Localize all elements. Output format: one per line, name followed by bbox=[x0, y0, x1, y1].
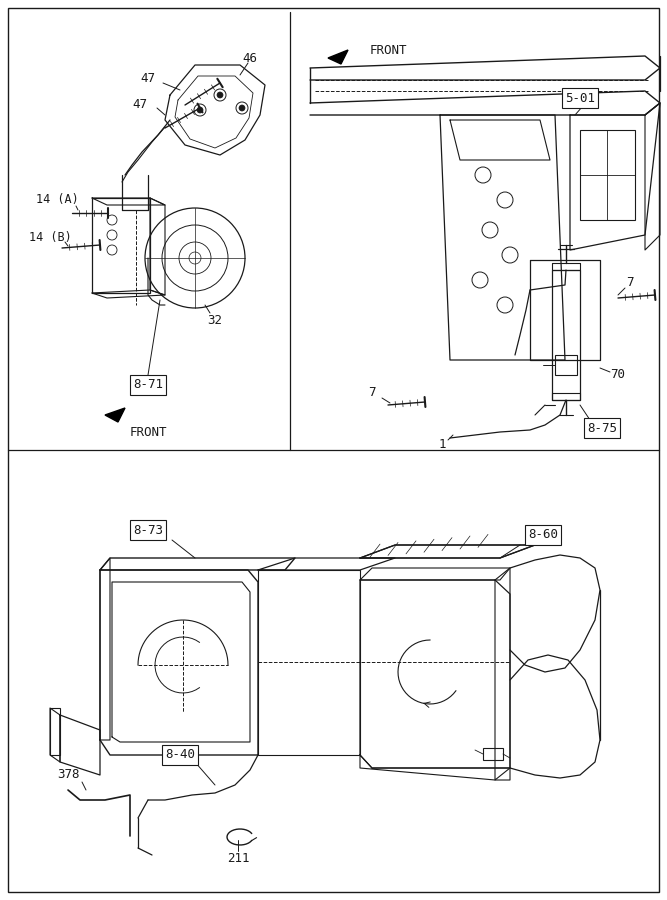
Text: 47: 47 bbox=[141, 71, 155, 85]
Text: 378: 378 bbox=[57, 769, 79, 781]
Text: FRONT: FRONT bbox=[129, 426, 167, 438]
Text: 7: 7 bbox=[626, 276, 634, 290]
Text: 32: 32 bbox=[207, 313, 223, 327]
Text: 8-75: 8-75 bbox=[587, 421, 617, 435]
Bar bbox=[92, 198, 150, 293]
Text: 8-71: 8-71 bbox=[133, 379, 163, 392]
Text: 14 (A): 14 (A) bbox=[35, 194, 79, 206]
Bar bbox=[50, 708, 60, 755]
Bar bbox=[552, 270, 580, 400]
Text: FRONT: FRONT bbox=[370, 43, 407, 57]
Text: 70: 70 bbox=[610, 368, 626, 382]
Text: 8-73: 8-73 bbox=[133, 524, 163, 536]
Circle shape bbox=[217, 92, 223, 98]
Text: 1: 1 bbox=[438, 438, 446, 452]
Text: 46: 46 bbox=[243, 51, 257, 65]
Text: 8-40: 8-40 bbox=[165, 749, 195, 761]
Polygon shape bbox=[105, 408, 125, 422]
Text: 5-01: 5-01 bbox=[565, 92, 595, 104]
Text: 211: 211 bbox=[227, 851, 249, 865]
Circle shape bbox=[197, 107, 203, 113]
Text: 7: 7 bbox=[368, 385, 376, 399]
Text: 14 (B): 14 (B) bbox=[29, 230, 71, 244]
Text: 8-60: 8-60 bbox=[528, 528, 558, 542]
Circle shape bbox=[239, 105, 245, 111]
Bar bbox=[483, 748, 503, 760]
Bar bbox=[580, 130, 635, 220]
Text: 47: 47 bbox=[133, 98, 147, 112]
Bar bbox=[555, 355, 577, 375]
Polygon shape bbox=[328, 50, 348, 64]
